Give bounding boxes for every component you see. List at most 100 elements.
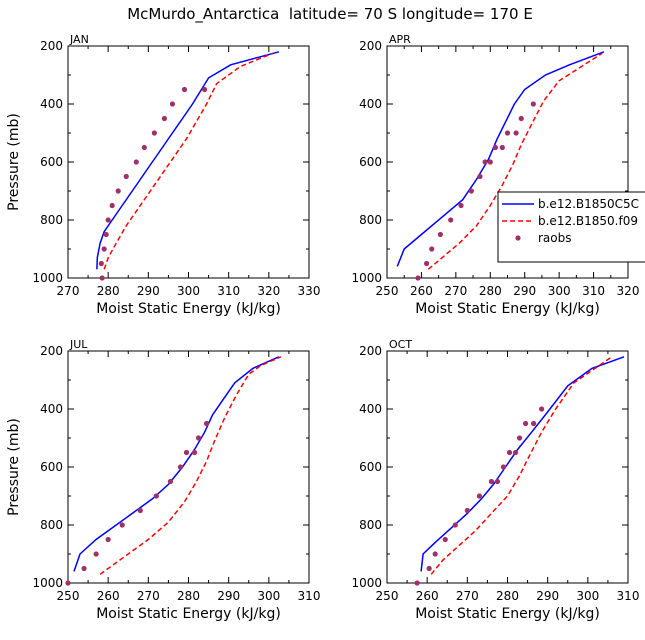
panel-label: OCT	[389, 338, 412, 351]
panel-label: JUL	[69, 338, 88, 351]
x-tick-label: 320	[257, 284, 280, 298]
raobs-point	[482, 159, 488, 165]
x-tick-label: 310	[298, 589, 321, 603]
y-tick-label: 600	[359, 155, 382, 169]
y-tick-label: 200	[40, 344, 63, 358]
plot-frame	[386, 350, 629, 584]
raobs-point	[133, 159, 139, 165]
legend-entry-label: raobs	[538, 231, 572, 245]
x-tick-label: 310	[617, 589, 640, 603]
x-tick-label: 300	[548, 284, 571, 298]
raobs-point	[167, 478, 174, 485]
series-line-f09	[430, 356, 613, 575]
raobs-point	[203, 420, 210, 427]
raobs-point	[504, 130, 511, 136]
raobs-point	[492, 144, 499, 151]
raobs-point	[499, 144, 505, 151]
y-tick-label: 200	[40, 39, 63, 53]
raobs-point	[151, 130, 157, 136]
raobs-point	[65, 580, 71, 586]
series-line-f09	[427, 52, 603, 270]
x-tick-label: 310	[582, 284, 605, 298]
raobs-point	[115, 188, 121, 194]
x-axis-label: Moist Static Energy (kJ/kg)	[415, 606, 600, 622]
x-tick-label: 300	[257, 589, 280, 603]
x-tick-label: 250	[57, 589, 80, 603]
raobs-point	[518, 115, 524, 122]
raobs-point	[432, 551, 438, 557]
series-line-f09	[103, 52, 274, 270]
raobs-point	[531, 420, 537, 427]
x-tick-label: 290	[137, 284, 160, 298]
raobs-point	[105, 536, 111, 543]
x-tick-label: 330	[298, 284, 321, 298]
y-tick-label: 800	[40, 518, 63, 532]
raobs-point	[464, 507, 470, 514]
raobs-point	[458, 202, 464, 209]
raobs-point	[169, 101, 176, 107]
x-tick-label: 280	[496, 589, 519, 603]
raobs-point	[153, 493, 159, 499]
raobs-point	[452, 522, 458, 528]
x-tick-label: 310	[217, 284, 240, 298]
y-axis-label: Pressure (mb)	[6, 418, 22, 516]
raobs-point	[522, 420, 529, 427]
raobs-point	[426, 565, 432, 572]
x-tick-label: 300	[177, 284, 200, 298]
series-line-c5c	[420, 356, 625, 572]
panel-label: APR	[389, 33, 411, 46]
legend-entry-label: b.e12.B1850C5C	[538, 197, 639, 211]
y-tick-label: 1000	[351, 271, 382, 285]
raobs-point	[494, 478, 501, 485]
x-tick-label: 280	[97, 284, 120, 298]
raobs-point	[477, 173, 483, 180]
y-tick-label: 800	[359, 518, 382, 532]
x-tick-label: 270	[456, 589, 479, 603]
x-axis-label: Moist Static Energy (kJ/kg)	[96, 606, 281, 622]
raobs-point	[423, 260, 430, 267]
figure-title: McMurdo_Antarctica latitude= 70 S longit…	[127, 5, 533, 24]
raobs-point	[99, 275, 105, 281]
raobs-point	[103, 231, 109, 238]
y-tick-label: 600	[359, 460, 382, 474]
y-tick-label: 200	[359, 344, 382, 358]
panel-jan: JAN 270 280 290 300 310 320 330 200 400 600 800 1000…	[6, 33, 320, 317]
series-line-c5c	[96, 51, 280, 270]
raobs-point	[488, 478, 495, 485]
x-tick-label: 270	[57, 284, 80, 298]
x-tick-label: 260	[410, 284, 433, 298]
raobs-point	[183, 449, 190, 456]
raobs-point	[539, 406, 545, 412]
raobs-point	[516, 435, 523, 441]
raobs-point	[513, 130, 519, 136]
raobs-point	[414, 580, 420, 586]
series-line-c5c	[73, 356, 280, 572]
y-tick-label: 400	[40, 97, 63, 111]
x-tick-label: 280	[177, 589, 200, 603]
series-line-c5c	[396, 51, 605, 267]
x-tick-label: 290	[536, 589, 559, 603]
raobs-point	[506, 449, 513, 456]
y-tick-label: 800	[40, 213, 63, 227]
y-tick-label: 600	[40, 155, 63, 169]
raobs-point	[81, 565, 87, 572]
x-tick-label: 290	[513, 284, 536, 298]
panel-apr: APR 250 260 270 280 290 300 310 320 200 400 600 800 1…	[351, 33, 639, 317]
series-line-f09	[99, 356, 282, 575]
x-tick-label: 320	[617, 284, 640, 298]
raobs-point	[161, 115, 167, 122]
y-tick-label: 1000	[32, 271, 63, 285]
raobs-point	[123, 173, 129, 180]
plot-frame	[67, 350, 310, 584]
legend-marker-raobs	[515, 235, 521, 241]
panel-label: JAN	[69, 33, 89, 46]
legend-entry-label: b.e12.B1850.f09	[538, 214, 638, 228]
raobs-point	[201, 86, 208, 93]
x-axis-label: Moist Static Energy (kJ/kg)	[415, 301, 600, 317]
raobs-point	[98, 260, 104, 267]
plot-frame	[67, 45, 310, 279]
raobs-point	[512, 449, 519, 456]
raobs-point	[448, 217, 454, 223]
raobs-point	[101, 246, 107, 252]
